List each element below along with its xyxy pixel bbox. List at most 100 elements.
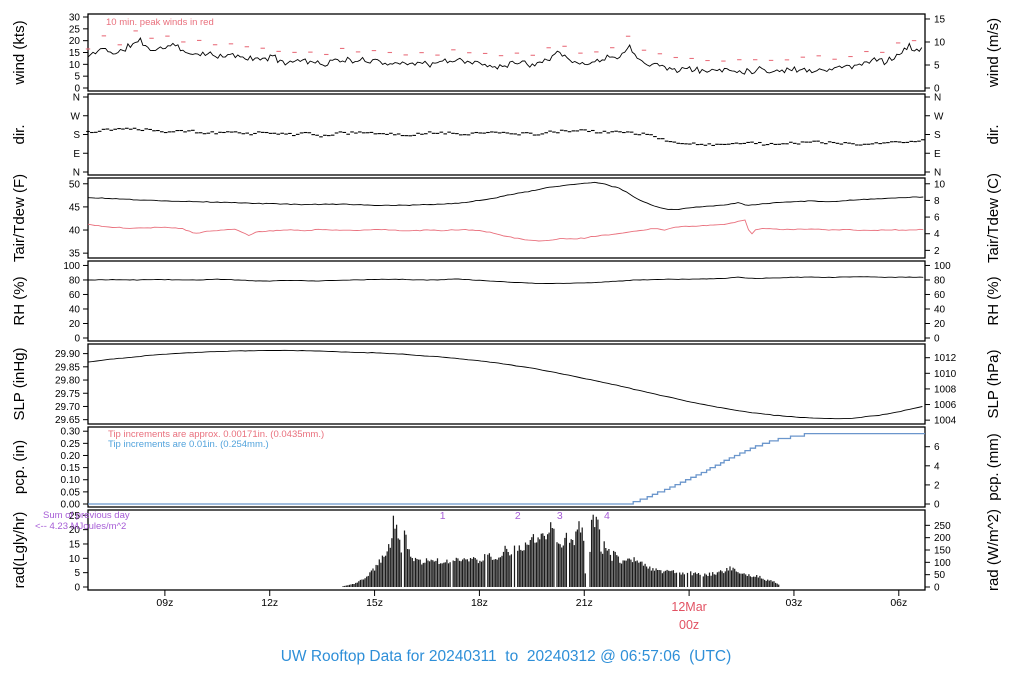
annotation-pcp-1: Tip increments are 0.01in. (0.254mm.) xyxy=(108,439,269,450)
x-tick-label: 06z xyxy=(890,597,907,609)
x-tick-label-date: 12Mar xyxy=(671,600,706,614)
right-tick-label: 4 xyxy=(934,229,940,240)
left-tick-label: 10 xyxy=(69,554,81,565)
left-tick-label: 0 xyxy=(74,84,80,95)
x-axis: 09z 12z 15z 18z 21z 12Mar 00z 03z 06z xyxy=(156,590,907,632)
annotation-pcp-0: Tip increments are approx. 0.00171in. (0… xyxy=(108,429,324,440)
right-tick-label: W xyxy=(934,111,944,122)
right-tick-label: 15 xyxy=(934,14,946,25)
left-tick-label: 0.20 xyxy=(61,451,81,462)
left-tick-label: 0 xyxy=(74,334,80,345)
right-tick-label: 1008 xyxy=(934,384,957,395)
left-tick-label: 40 xyxy=(69,304,81,315)
series-cumulative-precip xyxy=(88,432,925,505)
series-tdew xyxy=(87,219,924,242)
right-tick-label: 20 xyxy=(934,319,946,330)
annotation-rad-1: <-- 4.23 MJoules/m^2 xyxy=(35,521,126,532)
right-axis-label-slp: SLP (hPa) xyxy=(985,350,1002,419)
left-tick-label: 5 xyxy=(74,568,80,579)
right-axis-label-rad: rad (W/m^2) xyxy=(985,509,1002,591)
rain-marker-2: 2 xyxy=(515,510,521,522)
left-tick-label: 35 xyxy=(69,249,81,260)
right-tick-label: 200 xyxy=(934,533,951,544)
rain-marker-1: 1 xyxy=(440,510,446,522)
left-axis-label-temp: Tair/Tdew (F) xyxy=(11,174,28,262)
left-tick-label: 50 xyxy=(69,179,81,190)
left-tick-label: 30 xyxy=(69,13,81,24)
right-tick-label: 40 xyxy=(934,304,946,315)
left-tick-label: 15 xyxy=(69,48,81,59)
left-tick-label: 15 xyxy=(69,539,81,550)
left-tick-label: 29.80 xyxy=(55,376,80,387)
right-tick-label: 8 xyxy=(934,196,940,207)
left-tick-label: 25 xyxy=(69,24,81,35)
right-axis-label-temp: Tair/Tdew (C) xyxy=(985,173,1002,263)
right-tick-label: 60 xyxy=(934,290,946,301)
left-tick-label: 0.25 xyxy=(61,439,81,450)
right-tick-label: 4 xyxy=(934,461,940,472)
right-tick-label: 1012 xyxy=(934,353,957,364)
series-tair xyxy=(87,181,924,211)
left-tick-label: 20 xyxy=(69,36,81,47)
right-tick-label: 10 xyxy=(934,37,946,48)
left-tick-label: 0.10 xyxy=(61,475,81,486)
right-axis-label-wind: wind (m/s) xyxy=(985,18,1002,88)
series-solar-radiation xyxy=(342,514,780,587)
x-tick-label: 12z xyxy=(261,597,278,609)
x-tick-label-date2: 00z xyxy=(679,618,699,632)
right-axis-label-pcp: pcp. (mm) xyxy=(985,433,1002,501)
chart-title: UW Rooftop Data for 20240311 to 20240312… xyxy=(281,648,732,665)
left-tick-label: 20 xyxy=(69,525,81,536)
right-tick-label: N xyxy=(934,93,941,104)
series-peak-winds xyxy=(85,30,917,62)
right-tick-label: 2 xyxy=(934,480,940,491)
right-axis-label-dir: dir. xyxy=(985,124,1002,144)
right-tick-label: 2 xyxy=(934,246,940,257)
right-tick-label: 250 xyxy=(934,521,951,532)
x-tick-label: 03z xyxy=(785,597,802,609)
rain-marker-4: 4 xyxy=(604,510,610,522)
right-tick-label: 1006 xyxy=(934,400,957,411)
left-tick-label: 60 xyxy=(69,290,81,301)
panel-slp: 29.65 29.70 29.75 29.80 29.85 29.90 1004 1006 10… xyxy=(11,343,1002,427)
left-axis-label-slp: SLP (inHg) xyxy=(11,347,28,420)
left-tick-label: 5 xyxy=(74,72,80,83)
left-axis-label-wind: wind (kts) xyxy=(11,20,28,85)
left-tick-label: 80 xyxy=(69,275,81,286)
left-tick-label: 0.05 xyxy=(61,487,81,498)
series-wind-speed xyxy=(87,36,923,75)
left-tick-label: 29.70 xyxy=(55,402,80,413)
left-tick-label: 29.65 xyxy=(55,415,80,426)
right-tick-label: 100 xyxy=(934,558,951,569)
x-tick-label: 18z xyxy=(471,597,488,609)
left-tick-label: 0 xyxy=(74,583,80,594)
left-tick-label: 10 xyxy=(69,60,81,71)
left-tick-label: 45 xyxy=(69,202,81,213)
left-tick-label: 29.75 xyxy=(55,389,80,400)
panel-rh: 0 20 40 60 80 100 0 20 40 60 80 100 RH (%) RH (%) xyxy=(11,260,1002,345)
right-tick-label: 50 xyxy=(934,570,946,581)
right-tick-label: 1010 xyxy=(934,369,957,380)
left-axis-label-rad: rad(Lgly/hr) xyxy=(11,512,28,589)
annotation-wind-0: 10 min. peak winds in red xyxy=(106,17,214,28)
right-tick-label: 6 xyxy=(934,213,940,224)
right-tick-label: S xyxy=(934,130,941,141)
right-axis-label-rh: RH (%) xyxy=(985,276,1002,325)
x-tick-label: 15z xyxy=(366,597,383,609)
left-tick-label: 0.30 xyxy=(61,427,81,438)
right-tick-label: N xyxy=(934,168,941,179)
right-tick-label: 5 xyxy=(934,60,940,71)
right-tick-label: 6 xyxy=(934,442,940,453)
right-tick-label: 80 xyxy=(934,275,946,286)
panel-pcp: 0.00 0.050.100.150.200.250.30 0 2 4 6 pcp. (in… xyxy=(11,426,1002,511)
left-tick-label: S xyxy=(73,130,80,141)
right-tick-label: 0 xyxy=(934,500,940,511)
left-axis-label-dir: dir. xyxy=(11,124,28,144)
panel-temp: 35 40 45 50 2 4 6 8 10 Tair/Tdew (F) Tair/Tdew (C) xyxy=(11,173,1002,263)
right-tick-label: 150 xyxy=(934,546,951,557)
